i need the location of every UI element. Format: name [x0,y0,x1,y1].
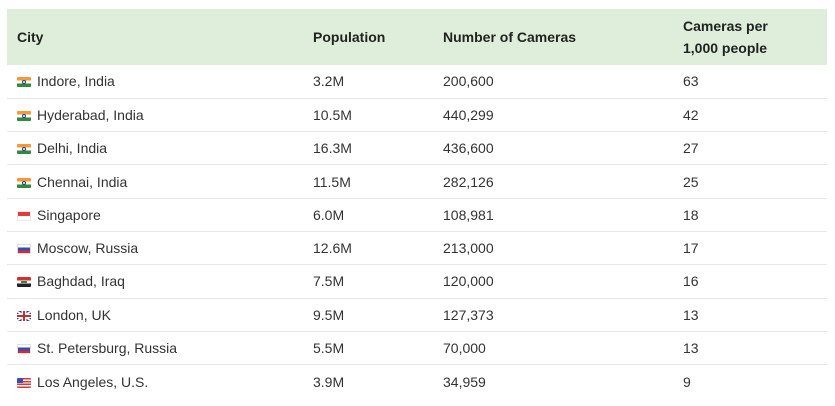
cell-cameras-per-1000: 25 [683,173,699,190]
cell-number-of-cameras: 436,600 [443,140,494,157]
russia-flag-icon [17,244,31,255]
cell-city: London, UK [7,298,303,331]
header-cameras-per-line2: 1,000 people [683,40,768,56]
iraq-flag-icon [17,277,31,288]
table-row: Moscow, Russia 12.6M 213,000 17 [7,231,827,265]
russia-flag-icon [17,344,31,355]
header-cameras-per-1000: Cameras per 1,000 people [673,9,827,65]
table-row: Baghdad, Iraq 7.5M 120,000 16 [7,265,827,299]
cell-number-of-cameras: 213,000 [443,240,494,257]
cell-city: Los Angeles, U.S. [7,365,303,398]
table-row: Singapore 6.0M 108,981 18 [7,198,827,232]
header-row: City Population Number of Cameras Camera… [7,9,827,65]
cell-city: Baghdad, Iraq [7,265,303,298]
india-flag-icon [17,110,31,121]
cell-number-of-cameras: 70,000 [443,340,486,357]
cell-number-of-cameras: 440,299 [443,106,494,123]
table-body: Indore, India 3.2M 200,600 63 Hyderabad, Ind… [7,65,827,398]
cell-cameras-per-1000: 13 [683,340,699,357]
city-name: St. Petersburg, Russia [37,340,178,357]
city-name: Delhi, India [37,140,108,157]
city-name: Hyderabad, India [37,106,144,123]
table-row: London, UK 9.5M 127,373 13 [7,298,827,332]
city-name: Baghdad, Iraq [37,273,125,290]
cell-city: Chennai, India [7,165,303,198]
singapore-flag-icon [17,210,31,221]
cell-city: Delhi, India [7,132,303,165]
cell-city: Moscow, Russia [7,231,303,264]
cell-cameras-per-1000: 17 [683,240,699,257]
city-name: Moscow, Russia [37,240,139,257]
header-cameras-per-line1: Cameras per [683,18,768,34]
city-name: Chennai, India [37,173,128,190]
header-population: Population [313,29,386,45]
cell-city: Singapore [7,198,303,231]
header-city: City [17,29,44,45]
cell-population: 16.3M [313,140,352,157]
cell-number-of-cameras: 127,373 [443,306,494,323]
cell-cameras-per-1000: 63 [683,73,699,90]
cell-cameras-per-1000: 16 [683,273,699,290]
cell-population: 7.5M [313,273,345,290]
cell-population: 3.9M [313,373,345,390]
cell-number-of-cameras: 34,959 [443,373,486,390]
table-row: Chennai, India 11.5M 282,126 25 [7,165,827,199]
uk-flag-icon [17,310,31,321]
india-flag-icon [17,144,31,155]
cell-cameras-per-1000: 27 [683,140,699,157]
cell-cameras-per-1000: 9 [683,373,691,390]
cell-population: 11.5M [313,173,351,190]
india-flag-icon [17,77,31,88]
cell-number-of-cameras: 108,981 [443,206,494,223]
cell-population: 10.5M [313,106,352,123]
city-name: Singapore [37,206,101,223]
cell-population: 5.5M [313,340,345,357]
cell-population: 12.6M [313,240,352,257]
table-row: Indore, India 3.2M 200,600 63 [7,65,827,99]
cell-city: Indore, India [7,65,303,98]
table-row: Delhi, India 16.3M 436,600 27 [7,132,827,165]
cell-city: St. Petersburg, Russia [7,331,303,364]
city-name: Los Angeles, U.S. [37,373,149,390]
cell-city: Hyderabad, India [7,98,303,131]
cell-population: 9.5M [313,306,345,323]
city-name: Indore, India [37,73,115,90]
table-row: Los Angeles, U.S. 3.9M 34,959 9 [7,365,827,398]
cell-number-of-cameras: 120,000 [443,273,494,290]
cell-cameras-per-1000: 18 [683,206,699,223]
cell-cameras-per-1000: 42 [683,106,699,123]
table-header: City Population Number of Cameras Camera… [7,9,827,65]
cell-number-of-cameras: 200,600 [443,73,494,90]
city-name: London, UK [37,306,111,323]
india-flag-icon [17,177,31,188]
cell-cameras-per-1000: 13 [683,306,699,323]
cameras-table: City Population Number of Cameras Camera… [7,9,827,398]
table-row: Hyderabad, India 10.5M 440,299 42 [7,98,827,132]
cell-population: 6.0M [313,206,345,223]
us-flag-icon [17,377,31,388]
cameras-table-container: City Population Number of Cameras Camera… [7,9,827,398]
cell-number-of-cameras: 282,126 [443,173,494,190]
header-number-of-cameras: Number of Cameras [443,29,577,45]
cell-population: 3.2M [313,73,345,90]
table-row: St. Petersburg, Russia 5.5M 70,000 13 [7,331,827,365]
